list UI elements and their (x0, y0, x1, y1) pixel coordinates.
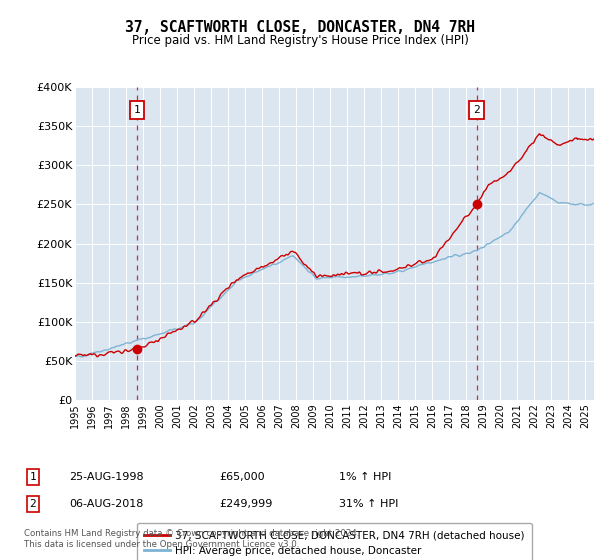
Text: £65,000: £65,000 (219, 472, 265, 482)
Text: 1% ↑ HPI: 1% ↑ HPI (339, 472, 391, 482)
Text: 2: 2 (29, 499, 37, 509)
Text: 37, SCAFTWORTH CLOSE, DONCASTER, DN4 7RH: 37, SCAFTWORTH CLOSE, DONCASTER, DN4 7RH (125, 20, 475, 35)
Text: 25-AUG-1998: 25-AUG-1998 (69, 472, 143, 482)
Text: 31% ↑ HPI: 31% ↑ HPI (339, 499, 398, 509)
Text: £249,999: £249,999 (219, 499, 272, 509)
Text: 2: 2 (473, 105, 480, 115)
Text: Contains HM Land Registry data © Crown copyright and database right 2024.
This d: Contains HM Land Registry data © Crown c… (24, 529, 359, 549)
Text: 1: 1 (29, 472, 37, 482)
Text: Price paid vs. HM Land Registry's House Price Index (HPI): Price paid vs. HM Land Registry's House … (131, 34, 469, 46)
Legend: 37, SCAFTWORTH CLOSE, DONCASTER, DN4 7RH (detached house), HPI: Average price, d: 37, SCAFTWORTH CLOSE, DONCASTER, DN4 7RH… (137, 523, 532, 560)
Text: 1: 1 (134, 105, 140, 115)
Text: 06-AUG-2018: 06-AUG-2018 (69, 499, 143, 509)
